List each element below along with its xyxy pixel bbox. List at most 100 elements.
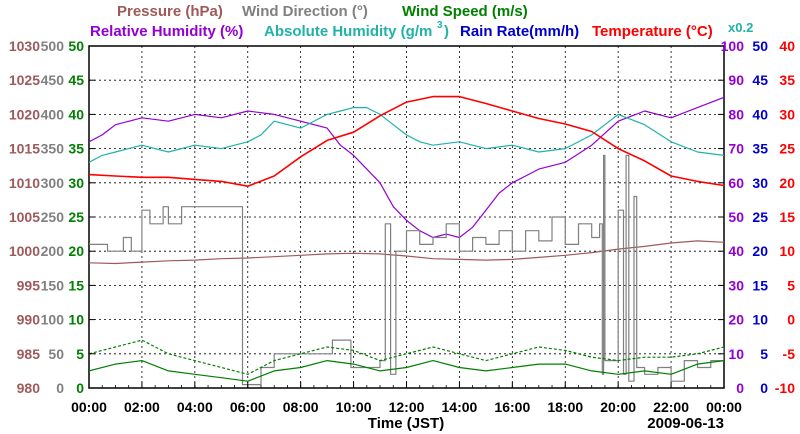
- ytick-wind-direction: 100: [41, 312, 65, 328]
- legend-temperature: Temperature (°C): [592, 23, 713, 40]
- ytick-wind-speed: 45: [68, 72, 84, 88]
- ytick-pressure: 1010: [9, 175, 40, 191]
- ytick-wind-speed: 40: [68, 106, 84, 122]
- ytick-temperature: 15: [779, 209, 795, 225]
- ytick-temperature: 40: [779, 38, 795, 54]
- ytick-wind-direction: 50: [48, 346, 64, 362]
- ytick-humidity: 100: [721, 38, 745, 54]
- legend-rain-rate: Rain Rate(mm/h): [460, 23, 579, 40]
- ytick-pressure: 980: [17, 380, 41, 396]
- ytick-humidity: 40: [728, 243, 744, 259]
- ytick-rain-rate: 40: [752, 106, 768, 122]
- xtick-label: 06:00: [230, 399, 266, 415]
- ytick-humidity: 50: [728, 209, 744, 225]
- ytick-pressure: 1030: [9, 38, 40, 54]
- ytick-temperature: 25: [779, 141, 795, 157]
- date-label: 2009-06-13: [647, 415, 724, 432]
- xtick-label: 16:00: [494, 399, 530, 415]
- xtick-label: 00:00: [706, 399, 742, 415]
- ytick-wind-speed: 50: [68, 38, 84, 54]
- ytick-temperature: -10: [775, 380, 795, 396]
- ytick-rain-rate: 5: [760, 346, 768, 362]
- ytick-wind-speed: 30: [68, 175, 84, 191]
- xtick-label: 08:00: [283, 399, 319, 415]
- ytick-pressure: 1000: [9, 243, 40, 259]
- ytick-wind-speed: 20: [68, 243, 84, 259]
- ytick-temperature: 0: [787, 312, 795, 328]
- multiplier-note: x0.2: [728, 20, 753, 35]
- ytick-wind-speed: 5: [76, 346, 84, 362]
- ytick-wind-speed: 15: [68, 277, 84, 293]
- ytick-humidity: 60: [728, 175, 744, 191]
- ytick-pressure: 990: [17, 312, 41, 328]
- ytick-pressure: 1020: [9, 106, 40, 122]
- ytick-rain-rate: 0: [760, 380, 768, 396]
- ytick-wind-direction: 450: [41, 72, 65, 88]
- ytick-humidity: 0: [736, 380, 744, 396]
- legend-absolute-humidity-close: ): [444, 23, 449, 40]
- ytick-rain-rate: 10: [752, 312, 768, 328]
- x-axis: 00:00 02:00 04:00 06:00 08:00 10:00 12:00 14:00…: [71, 382, 742, 415]
- ytick-wind-speed: 0: [76, 380, 84, 396]
- legend: Pressure (hPa) Wind Direction (°) Wind S…: [90, 3, 753, 40]
- y-axes: 1030102510201015101010051000995990985980…: [9, 38, 795, 396]
- ytick-humidity: 10: [728, 346, 744, 362]
- legend-wind-speed: Wind Speed (m/s): [402, 3, 528, 20]
- ytick-wind-speed: 10: [68, 312, 84, 328]
- xtick-label: 02:00: [124, 399, 160, 415]
- legend-pressure: Pressure (hPa): [117, 3, 223, 20]
- legend-relative-humidity: Relative Humidity (%): [90, 23, 243, 40]
- series-wind-direction: [89, 154, 724, 386]
- legend-absolute-humidity: Absolute Humidity (g/m: [264, 23, 432, 40]
- ytick-humidity: 30: [728, 277, 744, 293]
- xtick-label: 04:00: [177, 399, 213, 415]
- legend-absolute-humidity-sup: 3: [437, 20, 443, 31]
- series-wind-speed-gust: [89, 339, 724, 375]
- ytick-wind-direction: 150: [41, 277, 65, 293]
- ytick-temperature: 35: [779, 72, 795, 88]
- ytick-pressure: 995: [17, 277, 41, 293]
- legend-wind-direction: Wind Direction (°): [242, 3, 368, 20]
- series-temperature-c: [89, 95, 724, 187]
- ytick-temperature: 20: [779, 175, 795, 191]
- ytick-humidity: 20: [728, 312, 744, 328]
- xtick-label: 10:00: [336, 399, 372, 415]
- ytick-pressure: 985: [17, 346, 41, 362]
- ytick-rain-rate: 20: [752, 243, 768, 259]
- ytick-pressure: 1025: [9, 72, 40, 88]
- xtick-label: 22:00: [653, 399, 689, 415]
- ytick-humidity: 90: [728, 72, 744, 88]
- x-axis-label: Time (JST): [368, 415, 444, 432]
- ytick-wind-direction: 500: [41, 38, 65, 54]
- ytick-rain-rate: 50: [752, 38, 768, 54]
- ytick-rain-rate: 30: [752, 175, 768, 191]
- xtick-label: 12:00: [389, 399, 425, 415]
- series-wind-speed-m-s: [89, 360, 724, 382]
- xtick-label: 14:00: [442, 399, 478, 415]
- ytick-pressure: 1015: [9, 141, 40, 157]
- xtick-label: 18:00: [547, 399, 583, 415]
- ytick-rain-rate: 45: [752, 72, 768, 88]
- ytick-wind-direction: 250: [41, 209, 65, 225]
- ytick-humidity: 80: [728, 106, 744, 122]
- series-layer: [89, 95, 724, 386]
- ytick-temperature: 30: [779, 106, 795, 122]
- ytick-rain-rate: 25: [752, 209, 768, 225]
- series-absolute-humidity: [89, 106, 724, 163]
- ytick-wind-speed: 35: [68, 141, 84, 157]
- ytick-wind-speed: 25: [68, 209, 84, 225]
- ytick-rain-rate: 35: [752, 141, 768, 157]
- ytick-pressure: 1005: [9, 209, 40, 225]
- ytick-temperature: 5: [787, 277, 795, 293]
- xtick-label: 00:00: [71, 399, 107, 415]
- ytick-wind-direction: 400: [41, 106, 65, 122]
- ytick-wind-direction: 0: [56, 380, 64, 396]
- ytick-wind-direction: 350: [41, 141, 65, 157]
- ytick-wind-direction: 300: [41, 175, 65, 191]
- series-relative-humidity: [89, 96, 724, 239]
- ytick-humidity: 70: [728, 141, 744, 157]
- ytick-rain-rate: 15: [752, 277, 768, 293]
- xtick-label: 20:00: [600, 399, 636, 415]
- ytick-temperature: -5: [783, 346, 796, 362]
